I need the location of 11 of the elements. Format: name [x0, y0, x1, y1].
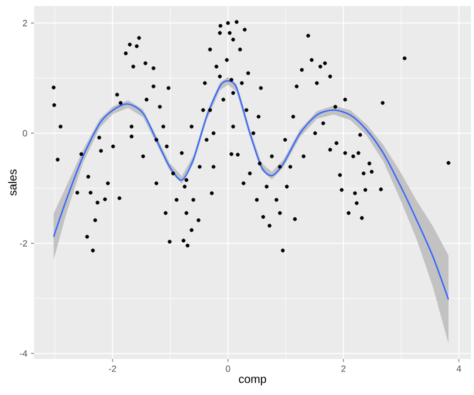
- x-tick-label: -2: [108, 366, 116, 372]
- line-series: [52, 80, 450, 300]
- y-tick-label: 0: [22, 130, 28, 136]
- x-tick-label: 0: [226, 366, 230, 372]
- y-tick-label: -2: [20, 240, 28, 246]
- y-axis-title: sales: [8, 169, 17, 196]
- x-tick-label: 2: [341, 366, 346, 372]
- y-tick-label: 2: [22, 20, 28, 26]
- x-tick-label: 4: [456, 366, 462, 372]
- y-tick-label: -4: [20, 350, 28, 357]
- x-axis-title: comp: [238, 376, 266, 386]
